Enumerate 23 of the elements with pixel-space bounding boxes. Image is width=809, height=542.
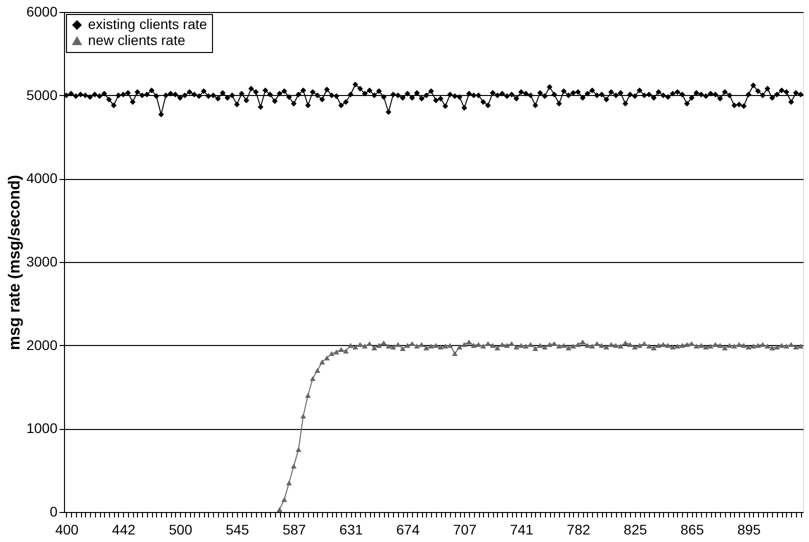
- x-tick-label: 865: [680, 522, 704, 538]
- x-tick-label: 707: [453, 522, 477, 538]
- x-tick-label: 674: [396, 522, 420, 538]
- y-tick-label: 0: [50, 504, 58, 520]
- y-tick-label: 1000: [26, 420, 58, 436]
- y-tick-label: 2000: [26, 336, 58, 353]
- y-tick-label: 5000: [26, 86, 58, 103]
- x-tick-label: 587: [282, 522, 306, 538]
- x-tick-label: 741: [510, 522, 534, 538]
- x-tick-label: 442: [112, 522, 136, 538]
- x-tick-label: 825: [624, 522, 648, 538]
- y-tick-label: 4000: [26, 170, 58, 186]
- legend-label: new clients rate: [88, 32, 186, 48]
- x-tick-label: 895: [737, 522, 761, 538]
- x-tick-label: 500: [168, 522, 192, 538]
- y-axis-title: msg rate (msg/second): [6, 174, 24, 350]
- y-tick-label: 6000: [26, 4, 58, 20]
- legend-label: existing clients rate: [88, 16, 208, 32]
- x-tick-label: 782: [566, 522, 590, 538]
- x-tick-label: 545: [226, 522, 250, 538]
- x-tick-label: 631: [339, 522, 363, 538]
- y-tick-label: 3000: [26, 254, 58, 270]
- x-tick-label: 400: [55, 522, 79, 538]
